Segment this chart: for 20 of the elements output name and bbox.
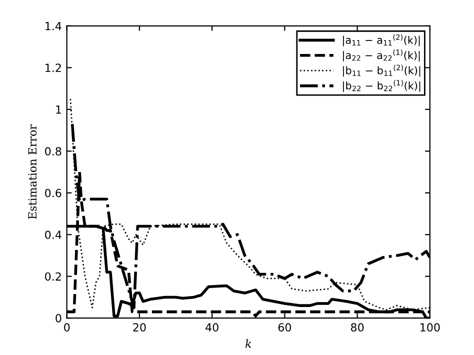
y-tick-label: 1 bbox=[56, 106, 61, 114]
y-tick-label: 0.8 bbox=[45, 147, 62, 156]
legend-label: |a$_{11}$ − a$_{11}$$^{(2)}$(k)| bbox=[343, 34, 420, 46]
legend-label: |b$_{11}$ − b$_{11}$$^{(2)}$(k)| bbox=[343, 64, 420, 77]
x-tick-label: 80 bbox=[350, 323, 364, 332]
x-tick-label: 0 bbox=[64, 323, 70, 332]
x-tick-label: 60 bbox=[278, 323, 292, 332]
x-tick-label: 40 bbox=[206, 323, 218, 332]
y-tick-label: 0.4 bbox=[45, 230, 62, 239]
x-tick-label: 100 bbox=[420, 323, 440, 332]
legend-label: |b$_{22}$ − b$_{22}$$^{(1)}$(k)| bbox=[343, 80, 420, 92]
y-axis-title: Estimation Error bbox=[28, 124, 37, 219]
x-axis-title: k bbox=[245, 339, 252, 348]
y-tick-label: 0 bbox=[56, 314, 62, 322]
y-tick-label: 1.2 bbox=[46, 64, 61, 72]
y-tick-label: 1.4 bbox=[46, 22, 62, 30]
y-tick-label: 0.6 bbox=[45, 188, 62, 198]
y-tick-label: 0.2 bbox=[45, 272, 61, 281]
x-tick-label: 20 bbox=[133, 323, 146, 332]
legend-label: |a$_{22}$ − a$_{22}$$^{(1)}$(k)| bbox=[343, 49, 420, 62]
